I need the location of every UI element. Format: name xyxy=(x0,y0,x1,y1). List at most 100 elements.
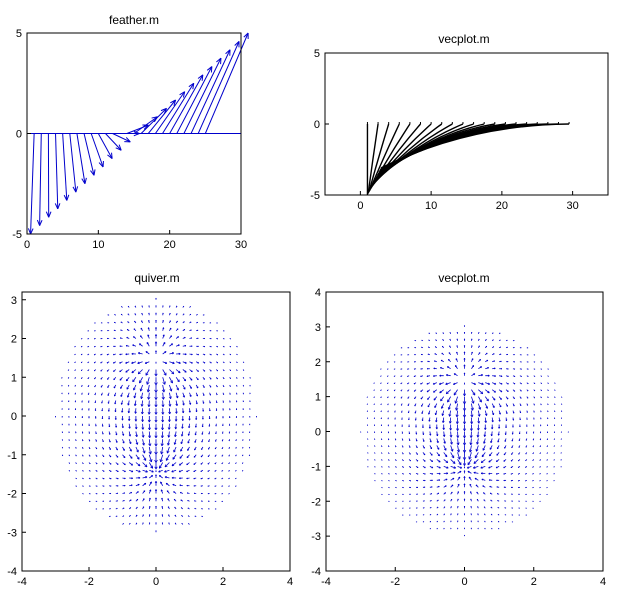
quiver-arrow xyxy=(449,410,452,417)
quiver-arrowhead xyxy=(453,382,455,385)
quiver-arrow xyxy=(167,439,170,446)
quiver-arrowhead xyxy=(498,419,500,422)
feather-arrowhead xyxy=(90,170,95,176)
quiver-arrowhead xyxy=(155,489,158,491)
quiver-arrow xyxy=(443,431,445,437)
quiver-arrowhead xyxy=(123,492,126,494)
y-tick-label: -3 xyxy=(311,531,321,543)
quiver-arrowhead xyxy=(470,408,473,411)
quiver-arrowhead xyxy=(433,390,435,393)
quiver-arrow xyxy=(471,403,474,411)
quiver-arrowhead xyxy=(131,370,133,373)
quiver-arrowhead xyxy=(495,466,498,469)
quiver-arrowhead xyxy=(161,489,163,492)
feather-arrow xyxy=(90,133,104,168)
quiver-arrow xyxy=(169,361,175,364)
feather-chart: feather.m 0 10 20 30-505 xyxy=(12,13,249,251)
quiver-arrowhead xyxy=(452,462,456,464)
quiver-arrow xyxy=(166,446,170,454)
quiver-arrow xyxy=(477,431,479,438)
quiver-arrowhead xyxy=(115,433,117,436)
quiver-arrowhead xyxy=(456,442,459,446)
quiver-arrow xyxy=(169,369,175,375)
quiver-arrowhead xyxy=(171,463,174,466)
x-tick-label: 2 xyxy=(220,576,226,588)
y-tick-label: -5 xyxy=(310,190,320,202)
quiver-arrowhead xyxy=(436,434,438,437)
feather-arrowhead xyxy=(197,74,204,79)
quiver-arrowhead xyxy=(155,505,157,508)
quiver-arrowhead xyxy=(457,442,460,446)
x-tick-label: -4 xyxy=(17,576,27,588)
quiver-arrowhead xyxy=(500,368,502,370)
quiver-arrowhead xyxy=(431,486,433,488)
quiver-arrowhead xyxy=(149,443,152,447)
quiver-arrowhead xyxy=(155,334,158,336)
quiver-arrowhead xyxy=(464,457,467,461)
quiver-arrow xyxy=(131,369,137,374)
quiver-arrowhead xyxy=(469,442,472,446)
quiver-arrow xyxy=(182,377,187,382)
quiver-arrowhead xyxy=(154,373,157,377)
quiver-arrowhead xyxy=(216,394,218,396)
feather-arrowhead xyxy=(115,147,122,151)
feather-arrowhead xyxy=(225,49,231,55)
quiver-arrowhead xyxy=(470,442,473,446)
quiver-arrowhead xyxy=(184,353,187,356)
quiver-arrow xyxy=(477,403,481,410)
quiver-arrowhead xyxy=(171,372,174,375)
quiver-arrow xyxy=(128,454,133,459)
quiver-arrowhead xyxy=(151,458,153,463)
quiver-arrow xyxy=(436,431,438,437)
quiver-arrowhead xyxy=(193,485,195,487)
quiver-arrowhead xyxy=(155,389,158,393)
quiver-arrowhead xyxy=(519,404,522,406)
feather-arrowhead xyxy=(48,211,52,218)
quiver-arrowhead xyxy=(480,366,482,369)
quiver-arrowhead xyxy=(155,350,157,352)
quiver-arrowhead xyxy=(130,457,133,459)
quiver-arrowhead xyxy=(141,320,143,322)
quiver-arrowhead xyxy=(154,466,157,470)
y-tick-label: -4 xyxy=(311,566,321,578)
quiver-arrowhead xyxy=(494,368,496,370)
quiver-arrowhead xyxy=(470,506,472,508)
quiver-arrowhead xyxy=(420,368,422,370)
quiver-arrowhead xyxy=(209,402,211,404)
plot-frame xyxy=(324,52,609,196)
quiver-arrowhead xyxy=(168,411,171,415)
y-tick-label: -5 xyxy=(12,229,22,241)
quiver-arrowhead xyxy=(464,372,466,375)
feather-arrow xyxy=(176,66,213,134)
feather-arrowhead xyxy=(170,99,176,104)
quiver-arrow xyxy=(148,462,154,469)
quiver-arrowhead xyxy=(464,470,466,472)
quiver-arrow xyxy=(482,445,486,451)
quiver-arrow xyxy=(135,454,140,460)
quiver-arrow xyxy=(491,417,494,423)
quiver-arrow xyxy=(443,438,446,444)
quiver-arrow xyxy=(433,396,438,401)
quiver-arrowhead xyxy=(505,426,507,429)
vector-curve xyxy=(380,123,570,169)
quiver-arrowhead xyxy=(174,419,177,422)
quiver-arrowhead xyxy=(183,387,186,390)
quiver-arrowhead xyxy=(148,312,150,314)
quiver-arrowhead xyxy=(480,472,483,474)
quiver-arrowhead xyxy=(486,360,489,362)
x-tick-label: -4 xyxy=(321,576,331,588)
plot-frame xyxy=(26,32,242,235)
quiver-arrowhead xyxy=(140,389,143,392)
quiver-arrow xyxy=(182,369,187,373)
quiver-arrowhead xyxy=(422,426,424,429)
quiver-arrowhead xyxy=(141,312,143,315)
quiver-arrowhead xyxy=(129,442,132,445)
quiver-arrow xyxy=(169,384,172,392)
quiver-arrowhead xyxy=(186,477,188,479)
quiver-arrowhead xyxy=(464,463,467,466)
quiver-arrowhead xyxy=(462,435,465,439)
x-tick-label: 0 xyxy=(461,576,467,588)
quiver-arrowhead xyxy=(459,456,461,460)
quiver-arrowhead xyxy=(154,382,157,386)
